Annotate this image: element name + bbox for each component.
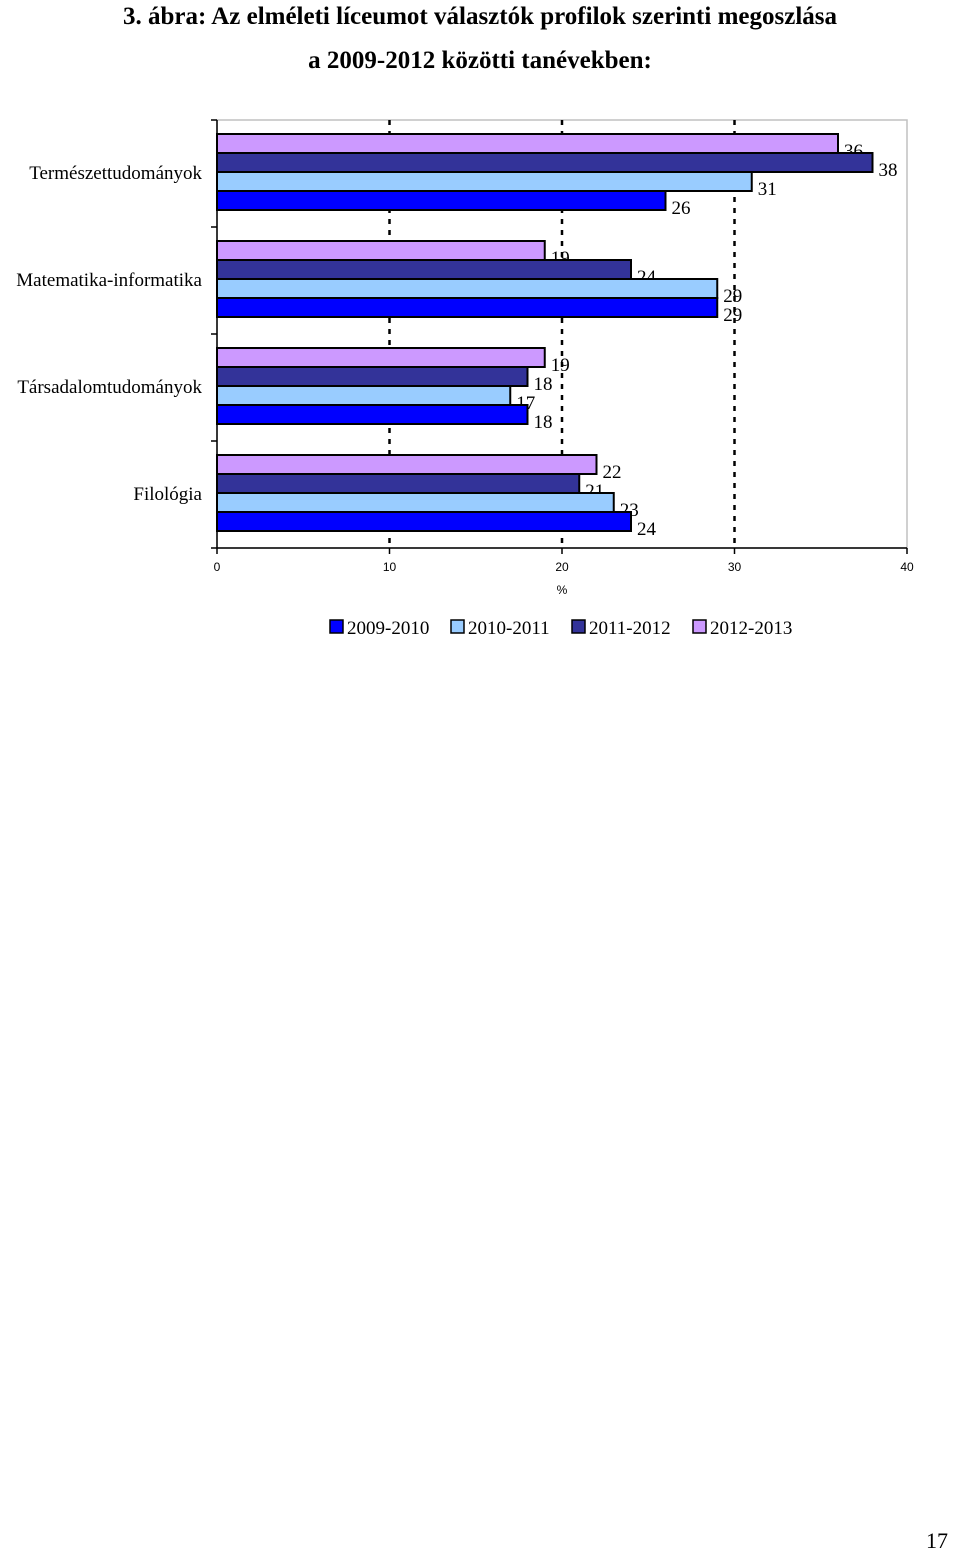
legend-label: 2012-2013 (710, 618, 792, 639)
data-label: 38 (879, 160, 898, 181)
data-label: 18 (534, 412, 553, 433)
legend-swatch (692, 619, 707, 634)
bar (216, 347, 546, 368)
bar-chart: 0 10 20 30 40%Természettudományok36383126Mat… (16, 119, 914, 639)
bar (216, 454, 598, 475)
legend-label: 2011-2012 (589, 618, 671, 639)
category-label: Matematika-informatika (16, 270, 202, 291)
bar (216, 366, 529, 387)
bar (216, 511, 632, 532)
legend-swatch (450, 619, 465, 634)
legend-swatch (571, 619, 586, 634)
bar (216, 133, 839, 154)
x-tick-label: 20 (555, 560, 569, 574)
category-label: Természettudományok (29, 163, 202, 184)
x-tick-label: 40 (900, 560, 914, 574)
data-label: 26 (672, 198, 691, 219)
x-tick-label: 0 (214, 560, 221, 574)
chart-title-line-1: 3. ábra: Az elméleti líceumot választók … (123, 3, 837, 30)
bar (216, 152, 874, 173)
x-tick-label: 30 (728, 560, 742, 574)
bar (216, 240, 546, 261)
x-tick-label: 10 (383, 560, 397, 574)
bar (216, 190, 667, 211)
data-label: 31 (758, 179, 777, 200)
bar (216, 492, 615, 513)
bar (216, 278, 719, 299)
data-label: 29 (723, 286, 742, 307)
data-label: 24 (637, 519, 657, 540)
bar (216, 404, 529, 425)
category-label: Filológia (133, 484, 202, 505)
data-label: 22 (603, 462, 622, 483)
bar (216, 171, 753, 192)
page-number: 17 (926, 1528, 948, 1553)
data-label: 18 (534, 374, 553, 395)
x-axis-label: % (557, 583, 568, 597)
data-label: 29 (723, 305, 742, 326)
chart-title-line-2: a 2009-2012 közötti tanévekben: (308, 47, 652, 74)
legend-swatch (329, 619, 344, 634)
data-label: 19 (551, 355, 570, 376)
legend-label: 2010-2011 (468, 618, 550, 639)
bar (216, 385, 512, 406)
bar (216, 297, 719, 318)
bar (216, 259, 632, 280)
legend-label: 2009-2010 (347, 618, 429, 639)
bar (216, 473, 581, 494)
category-label: Társadalomtudományok (17, 377, 202, 398)
